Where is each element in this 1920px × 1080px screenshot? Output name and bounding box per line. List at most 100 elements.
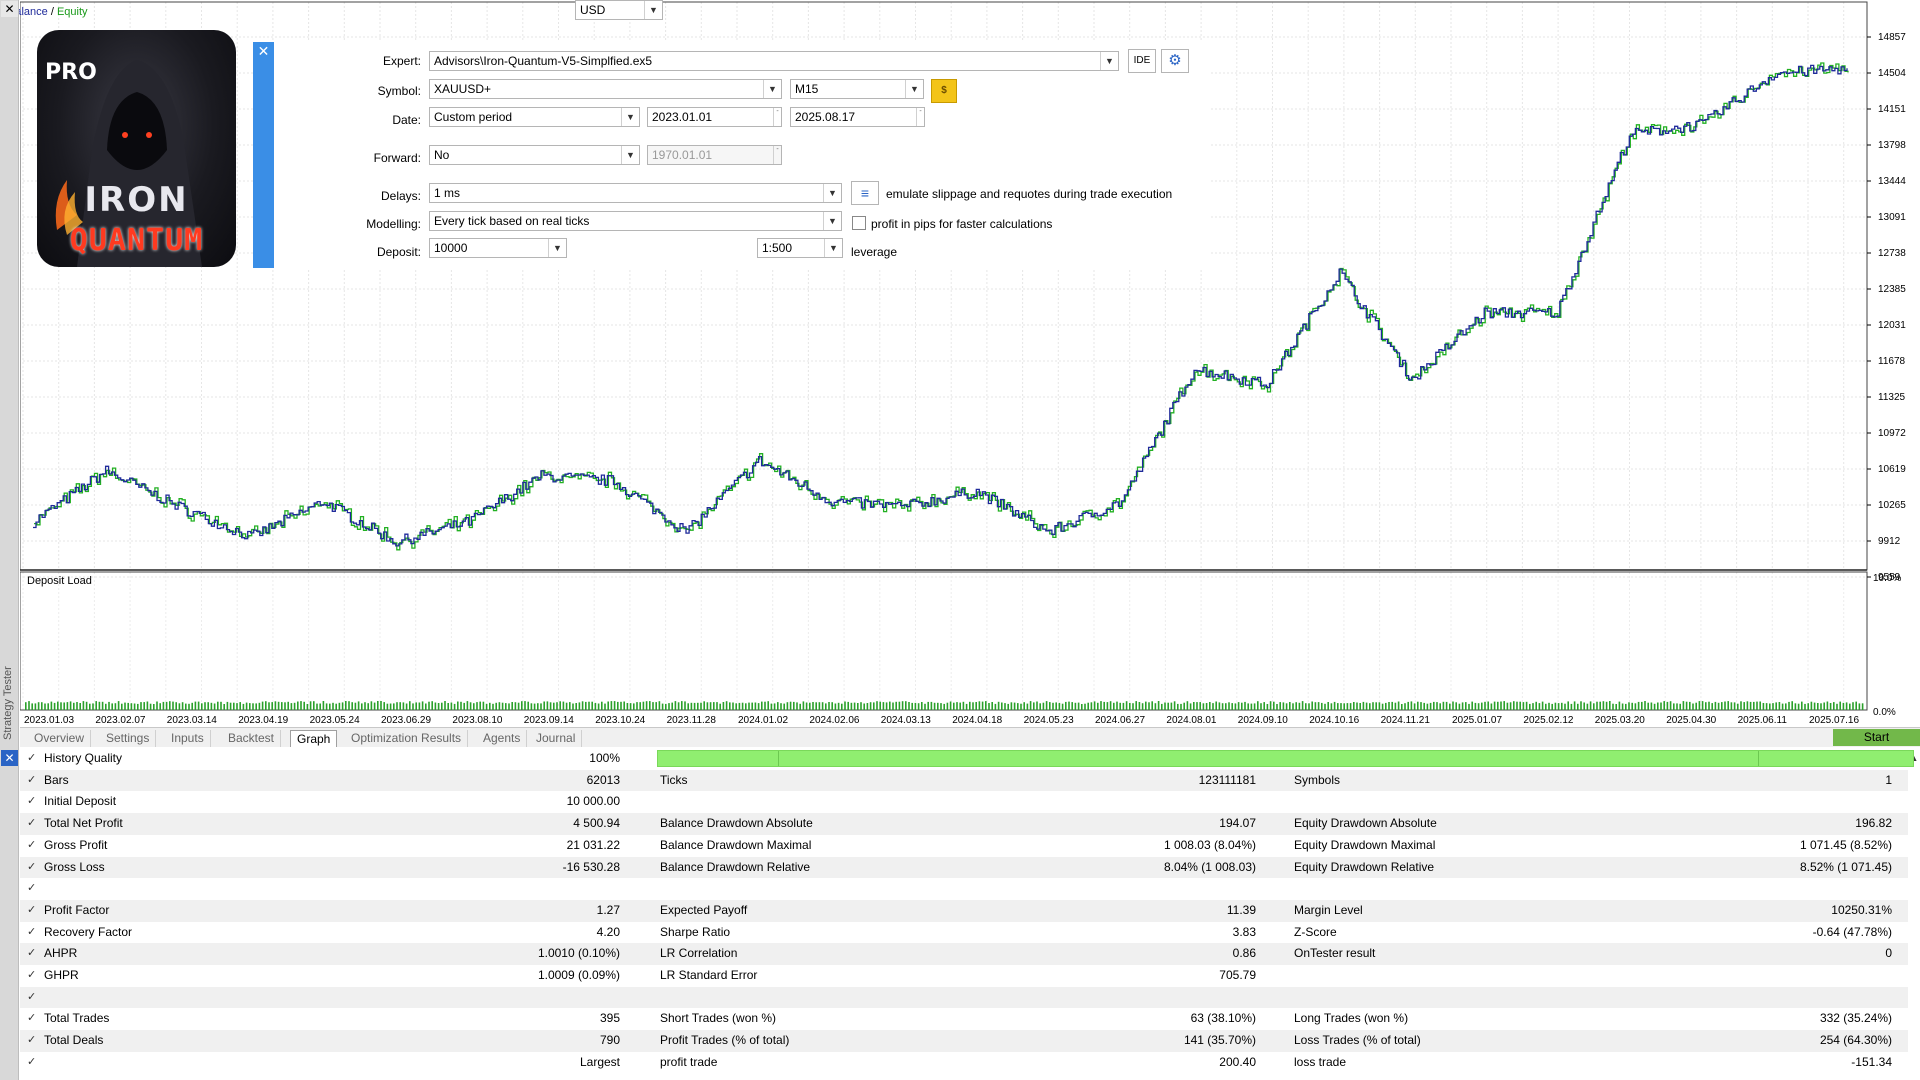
deposit-load-bar [639, 702, 641, 710]
deposit-load-bar [1852, 702, 1854, 710]
row-check-icon[interactable]: ✓ [27, 882, 37, 895]
deposit-load-bar [530, 703, 533, 710]
date-tick-label: 2024.06.27 [1095, 715, 1146, 726]
deposit-load-bar [1049, 702, 1051, 710]
deposit-load-bar [1285, 703, 1288, 710]
date-from-field[interactable]: 2023.01.01 - [647, 107, 782, 127]
date-tick-label: 2025.07.16 [1809, 715, 1860, 726]
currency-select[interactable]: USD ▼ [575, 0, 663, 20]
deposit-load-bar [521, 701, 523, 710]
deposit-load-bar [1545, 703, 1547, 710]
deposit-load-bar [847, 701, 849, 710]
deposit-load-bar [165, 701, 168, 710]
forward-select[interactable]: No ▼ [429, 145, 640, 165]
row-check-icon[interactable]: ✓ [27, 969, 37, 981]
deposit-load-bar [1017, 703, 1019, 710]
deposit-load-bar [921, 702, 923, 710]
date-from-value: 2023.01.01 [652, 110, 713, 124]
deposit-load-bar [1359, 703, 1361, 710]
metric-label: Sharpe Ratio [660, 924, 731, 939]
row-check-icon[interactable]: ✓ [27, 795, 37, 808]
tab-graph[interactable]: Graph [290, 730, 338, 747]
deposit-load-bar [1497, 701, 1499, 710]
tab-optimization-results[interactable]: Optimization Results [345, 730, 469, 747]
row-check-icon[interactable]: ✓ [27, 860, 37, 873]
timeframe-select[interactable]: M15 ▼ [790, 79, 924, 99]
deposit-load-bar [1791, 701, 1793, 710]
deposit-load-bar [1743, 702, 1745, 710]
gear-icon[interactable]: ⚙ [1161, 49, 1189, 73]
slippage-settings-icon[interactable]: ≡ [851, 181, 879, 205]
deposit-load-bar [453, 703, 456, 710]
row-check-icon[interactable]: ✓ [27, 817, 37, 830]
metric-value: 1 008.03 (8.04%) [1163, 837, 1256, 852]
deposit-load-bar [1333, 701, 1336, 710]
deposit-select[interactable]: 10000 ▼ [429, 238, 567, 258]
tab-agents[interactable]: Agents [477, 730, 528, 747]
delays-select[interactable]: 1 ms ▼ [429, 183, 842, 203]
row-check-icon[interactable]: ✓ [27, 773, 37, 786]
modelling-label: Modelling: [366, 217, 421, 231]
deposit-load-bar [738, 702, 741, 710]
row-check-icon[interactable]: ✓ [27, 1034, 37, 1047]
settings-close-icon[interactable]: ✕ [257, 43, 270, 59]
deposit-load-bar [1612, 703, 1614, 710]
deposit-load-bar [1250, 703, 1253, 710]
row-check-icon[interactable]: ✓ [27, 838, 37, 851]
deposit-load-bar [978, 701, 981, 710]
table-row: ✓ Total Deals 790 Profit Trades (% of total… [20, 1030, 1908, 1052]
deposit-load-bar [143, 702, 145, 710]
deposit-load-bar [1161, 703, 1163, 710]
tab-backtest[interactable]: Backtest [222, 730, 282, 747]
modelling-select[interactable]: Every tick based on real ticks ▼ [429, 211, 842, 231]
deposit-load-bar [1433, 701, 1435, 710]
metric-value: -151.34 [1851, 1054, 1892, 1069]
deposit-load-bar [901, 701, 904, 710]
deposit-load-bar [818, 702, 821, 710]
ide-button[interactable]: IDE [1128, 49, 1156, 73]
expert-label: Expert: [382, 54, 421, 68]
metric-label: Gross Loss [44, 859, 105, 874]
deposit-load-bar [729, 702, 731, 710]
metric-value: 1 071.45 (8.52%) [1799, 837, 1892, 852]
leverage-select[interactable]: 1:500 ▼ [757, 238, 843, 258]
close-icon[interactable]: ✕ [1, 1, 18, 17]
table-row: ✓ Total Trades 395 Short Trades (won %) 63 (… [20, 1008, 1908, 1030]
row-check-icon[interactable]: ✓ [27, 752, 37, 764]
symbol-select[interactable]: XAUUSD+ ▼ [429, 79, 782, 99]
start-button[interactable]: Start [1833, 729, 1920, 746]
expert-select[interactable]: Advisors\Iron-Quantum-V5-Simplfied.ex5 ▼ [429, 51, 1119, 71]
row-check-icon[interactable]: ✓ [27, 1055, 37, 1068]
deposit-load-bar [1068, 701, 1070, 710]
date-to-field[interactable]: 2025.08.17 - [790, 107, 925, 127]
deposit-load-bar [972, 702, 974, 710]
deposit-load-bar [524, 701, 526, 710]
tab-journal[interactable]: Journal [530, 730, 583, 747]
deposit-load-bar [156, 701, 158, 710]
close-tester-icon[interactable]: ✕ [1, 750, 18, 766]
profit-in-pips-checkbox[interactable] [852, 216, 866, 230]
deposit-load-bar [1775, 702, 1777, 710]
deposit-load-bar [130, 703, 133, 710]
table-row: ✓ [20, 986, 1908, 1009]
deposit-load-bar [1193, 702, 1195, 710]
deposit-load-bar [1676, 703, 1678, 710]
row-check-icon[interactable]: ✓ [27, 903, 37, 916]
symbol-properties-dollar-icon[interactable]: $ [931, 79, 957, 103]
row-check-icon[interactable]: ✓ [27, 947, 37, 960]
deposit-load-bar [284, 702, 286, 710]
tab-settings[interactable]: Settings [100, 730, 157, 747]
deposit-load-bar [1593, 703, 1595, 710]
metric-label: Balance Drawdown Maximal [660, 837, 812, 852]
row-check-icon[interactable]: ✓ [27, 1012, 37, 1025]
deposit-load-bar [495, 702, 497, 710]
deposit-load-bar [1503, 701, 1505, 710]
deposit-load-bar [1481, 702, 1483, 710]
tab-inputs[interactable]: Inputs [165, 730, 211, 747]
row-check-icon[interactable]: ✓ [27, 925, 37, 938]
row-check-icon[interactable]: ✓ [27, 990, 37, 1003]
date-mode-select[interactable]: Custom period ▼ [429, 107, 640, 127]
deposit-load-bar [1673, 703, 1675, 710]
deposit-value: 10000 [434, 241, 468, 255]
tab-overview[interactable]: Overview [28, 730, 92, 747]
